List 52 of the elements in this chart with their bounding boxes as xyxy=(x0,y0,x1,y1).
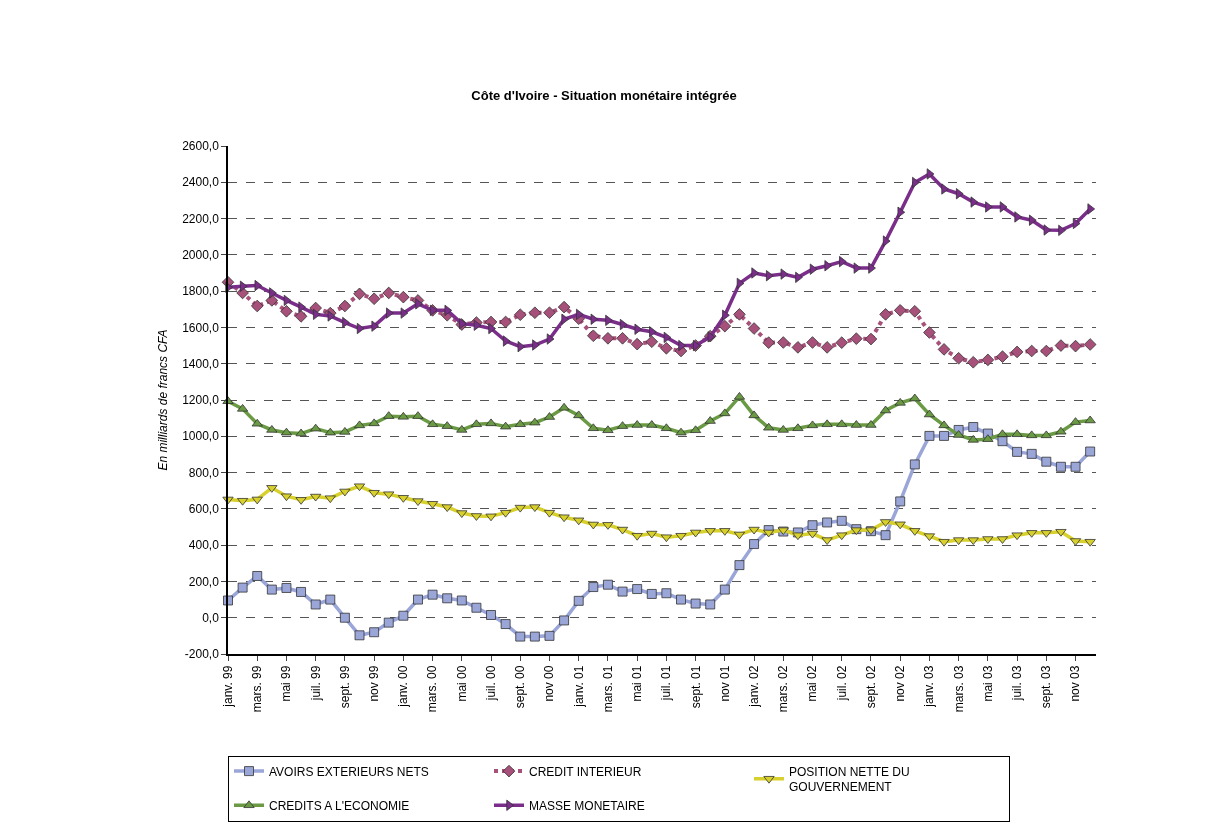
x-tick-label: sept. 03 xyxy=(1039,665,1054,709)
x-tick-label: juil. 99 xyxy=(308,665,323,702)
x-tick-label: juil. 01 xyxy=(659,665,674,702)
y-tick-label: 1800,0 xyxy=(182,284,220,299)
x-tick-label: juil. 03 xyxy=(1009,665,1024,702)
x-tick-label: nov 99 xyxy=(367,665,382,702)
x-tick-label: janv. 00 xyxy=(396,665,411,708)
x-tick-label: nov 01 xyxy=(717,665,732,702)
y-tick-label: 1200,0 xyxy=(182,393,220,408)
x-tick-label: juil. 02 xyxy=(834,665,849,702)
y-tick-label: 2400,0 xyxy=(182,175,220,190)
y-tick-label: 200,0 xyxy=(188,574,220,589)
x-tick-label: mars. 02 xyxy=(776,665,791,713)
y-tick-label: 0,0 xyxy=(202,610,220,625)
y-tick-label: 2200,0 xyxy=(182,211,220,226)
y-tick-label: 1600,0 xyxy=(182,320,220,335)
legend-label: CREDITS A L'ECONOMIE xyxy=(269,798,410,813)
x-tick-label: mai 03 xyxy=(980,665,995,702)
y-tick-label: 1400,0 xyxy=(182,356,220,371)
x-tick-label: sept. 02 xyxy=(863,665,878,709)
y-tick-label: 800,0 xyxy=(188,465,220,480)
x-tick-label: mai 01 xyxy=(630,665,645,702)
y-axis-title: En milliards de francs CFA xyxy=(155,329,170,471)
y-tick-label: -200,0 xyxy=(184,647,220,662)
y-tick-label: 1000,0 xyxy=(182,429,220,444)
y-tick-label: 2600,0 xyxy=(182,139,220,154)
x-tick-label: janv. 01 xyxy=(571,665,586,708)
y-tick-label: 2000,0 xyxy=(182,248,220,263)
x-tick-label: nov 00 xyxy=(542,665,557,702)
legend-label: AVOIRS EXTERIEURS NETS xyxy=(269,764,429,779)
legend-label: CREDIT INTERIEUR xyxy=(529,764,642,779)
legend-label: MASSE MONETAIRE xyxy=(529,798,645,813)
chart-title: Côte d'Ivoire - Situation monétaire intégrée xyxy=(471,88,737,104)
x-tick-label: nov 03 xyxy=(1068,665,1083,702)
y-tick-label: 600,0 xyxy=(188,502,220,517)
x-tick-label: mars. 99 xyxy=(250,665,265,713)
x-tick-label: sept. 00 xyxy=(513,665,528,709)
x-tick-label: mars. 03 xyxy=(951,665,966,713)
x-tick-label: janv. 03 xyxy=(922,665,937,708)
y-tick-label: 400,0 xyxy=(188,538,220,553)
x-tick-label: janv. 02 xyxy=(746,665,761,708)
x-tick-label: sept. 99 xyxy=(337,665,352,709)
x-tick-label: mai 02 xyxy=(805,665,820,702)
x-tick-label: mai 99 xyxy=(279,665,294,702)
x-tick-label: mars. 01 xyxy=(600,665,615,713)
x-tick-label: mai 00 xyxy=(454,665,469,702)
x-tick-label: mars. 00 xyxy=(425,665,440,713)
x-tick-label: nov 02 xyxy=(893,665,908,702)
legend-label: POSITION NETTE DU GOUVERNEMENT xyxy=(789,764,910,795)
x-tick-label: juil. 00 xyxy=(483,665,498,702)
x-tick-label: janv. 99 xyxy=(220,665,235,708)
x-tick-label: sept. 01 xyxy=(688,665,703,709)
